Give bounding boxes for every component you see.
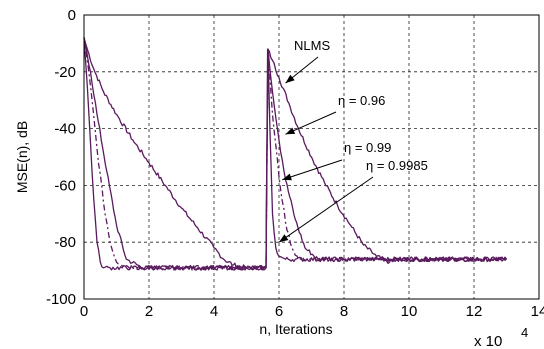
annotation-arrow xyxy=(278,176,374,243)
x-tick-label: 0 xyxy=(80,303,88,320)
x-tick-labels: 0 2 4 6 8 10 12 14 xyxy=(80,303,544,320)
annotation-arrow xyxy=(282,159,343,181)
y-tick-label: -60 xyxy=(54,177,76,194)
series-line-4 xyxy=(83,37,507,271)
series-layer xyxy=(83,37,508,271)
annotation-label: η = 0.96 xyxy=(338,93,385,108)
x-exponent-label: x 10 xyxy=(474,333,502,349)
y-tick-label: 0 xyxy=(68,7,76,24)
plot-area-frame xyxy=(83,14,540,300)
x-tick-label: 14 xyxy=(531,303,544,320)
annotation-arrowhead xyxy=(285,127,296,135)
series-line-1 xyxy=(83,37,508,271)
x-exponent-power: 4 xyxy=(521,325,528,340)
annotation-arrowhead xyxy=(282,173,292,181)
y-tick-label: -40 xyxy=(54,121,76,138)
annotation-arrow xyxy=(285,111,337,135)
annotation-arrowhead xyxy=(285,74,295,84)
x-axis-label: n, Iterations xyxy=(259,321,332,337)
annotation-label: NLMS xyxy=(294,38,330,53)
x-tick-label: 12 xyxy=(466,303,483,320)
y-tick-label: -20 xyxy=(54,64,76,81)
y-tick-label: -80 xyxy=(54,234,76,251)
y-axis-label: MSE(n), dB xyxy=(14,121,30,193)
annotation-label: η = 0.99 xyxy=(344,140,391,155)
annotation-arrowhead xyxy=(279,234,289,243)
annotation-label: η = 0.9985 xyxy=(366,158,428,173)
series-line-2 xyxy=(83,37,507,271)
x-tick-label: 2 xyxy=(145,303,153,320)
x-tick-label: 8 xyxy=(340,303,348,320)
grid xyxy=(84,15,539,299)
series-line-3 xyxy=(83,37,507,271)
x-tick-label: 4 xyxy=(210,303,218,320)
y-tick-label: -100 xyxy=(46,291,76,308)
annotations: NLMS η = 0.96 η = 0.99 η = 0.9985 xyxy=(278,38,428,243)
y-tick-labels: 0 -20 -40 -60 -80 -100 xyxy=(46,7,76,308)
x-tick-label: 6 xyxy=(275,303,283,320)
x-tick-label: 10 xyxy=(401,303,418,320)
